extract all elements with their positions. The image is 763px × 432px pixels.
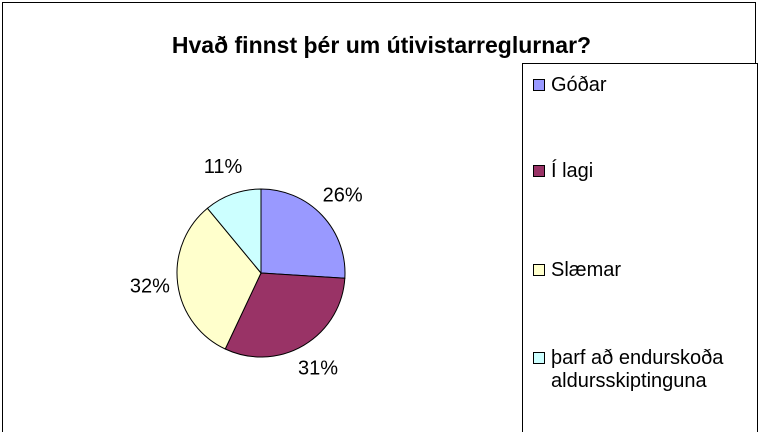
legend-entry: Í lagi xyxy=(533,160,755,183)
legend-swatch xyxy=(533,352,545,364)
legend-label: Slæmar xyxy=(551,259,622,281)
legend-label: þarf að endurskoða aldursskiptinguna xyxy=(551,347,724,392)
legend-entry: Góðar xyxy=(533,74,755,97)
legend-swatch xyxy=(533,79,545,91)
data-label: 31% xyxy=(298,358,338,380)
chart-title: Hvað finnst þér um útivistarreglurnar? xyxy=(171,32,592,58)
data-label: 32% xyxy=(130,275,170,297)
data-label: 11% xyxy=(204,156,243,178)
legend-entry: þarf að endurskoða aldursskiptinguna xyxy=(533,347,755,393)
legend-swatch xyxy=(533,264,545,276)
legend-label: Góðar xyxy=(551,74,607,96)
legend-swatch xyxy=(533,165,545,177)
pie-slice xyxy=(260,188,346,279)
legend-entry: Slæmar xyxy=(533,259,755,282)
pie-slice xyxy=(176,207,262,350)
pie-slice xyxy=(206,188,262,275)
data-label: 26% xyxy=(323,185,363,207)
legend-label: Í lagi xyxy=(551,160,594,182)
pie-slice xyxy=(224,272,346,358)
legend: Góðar Í lagi Slæmar þarf að endurskoða aldu… xyxy=(522,63,758,432)
